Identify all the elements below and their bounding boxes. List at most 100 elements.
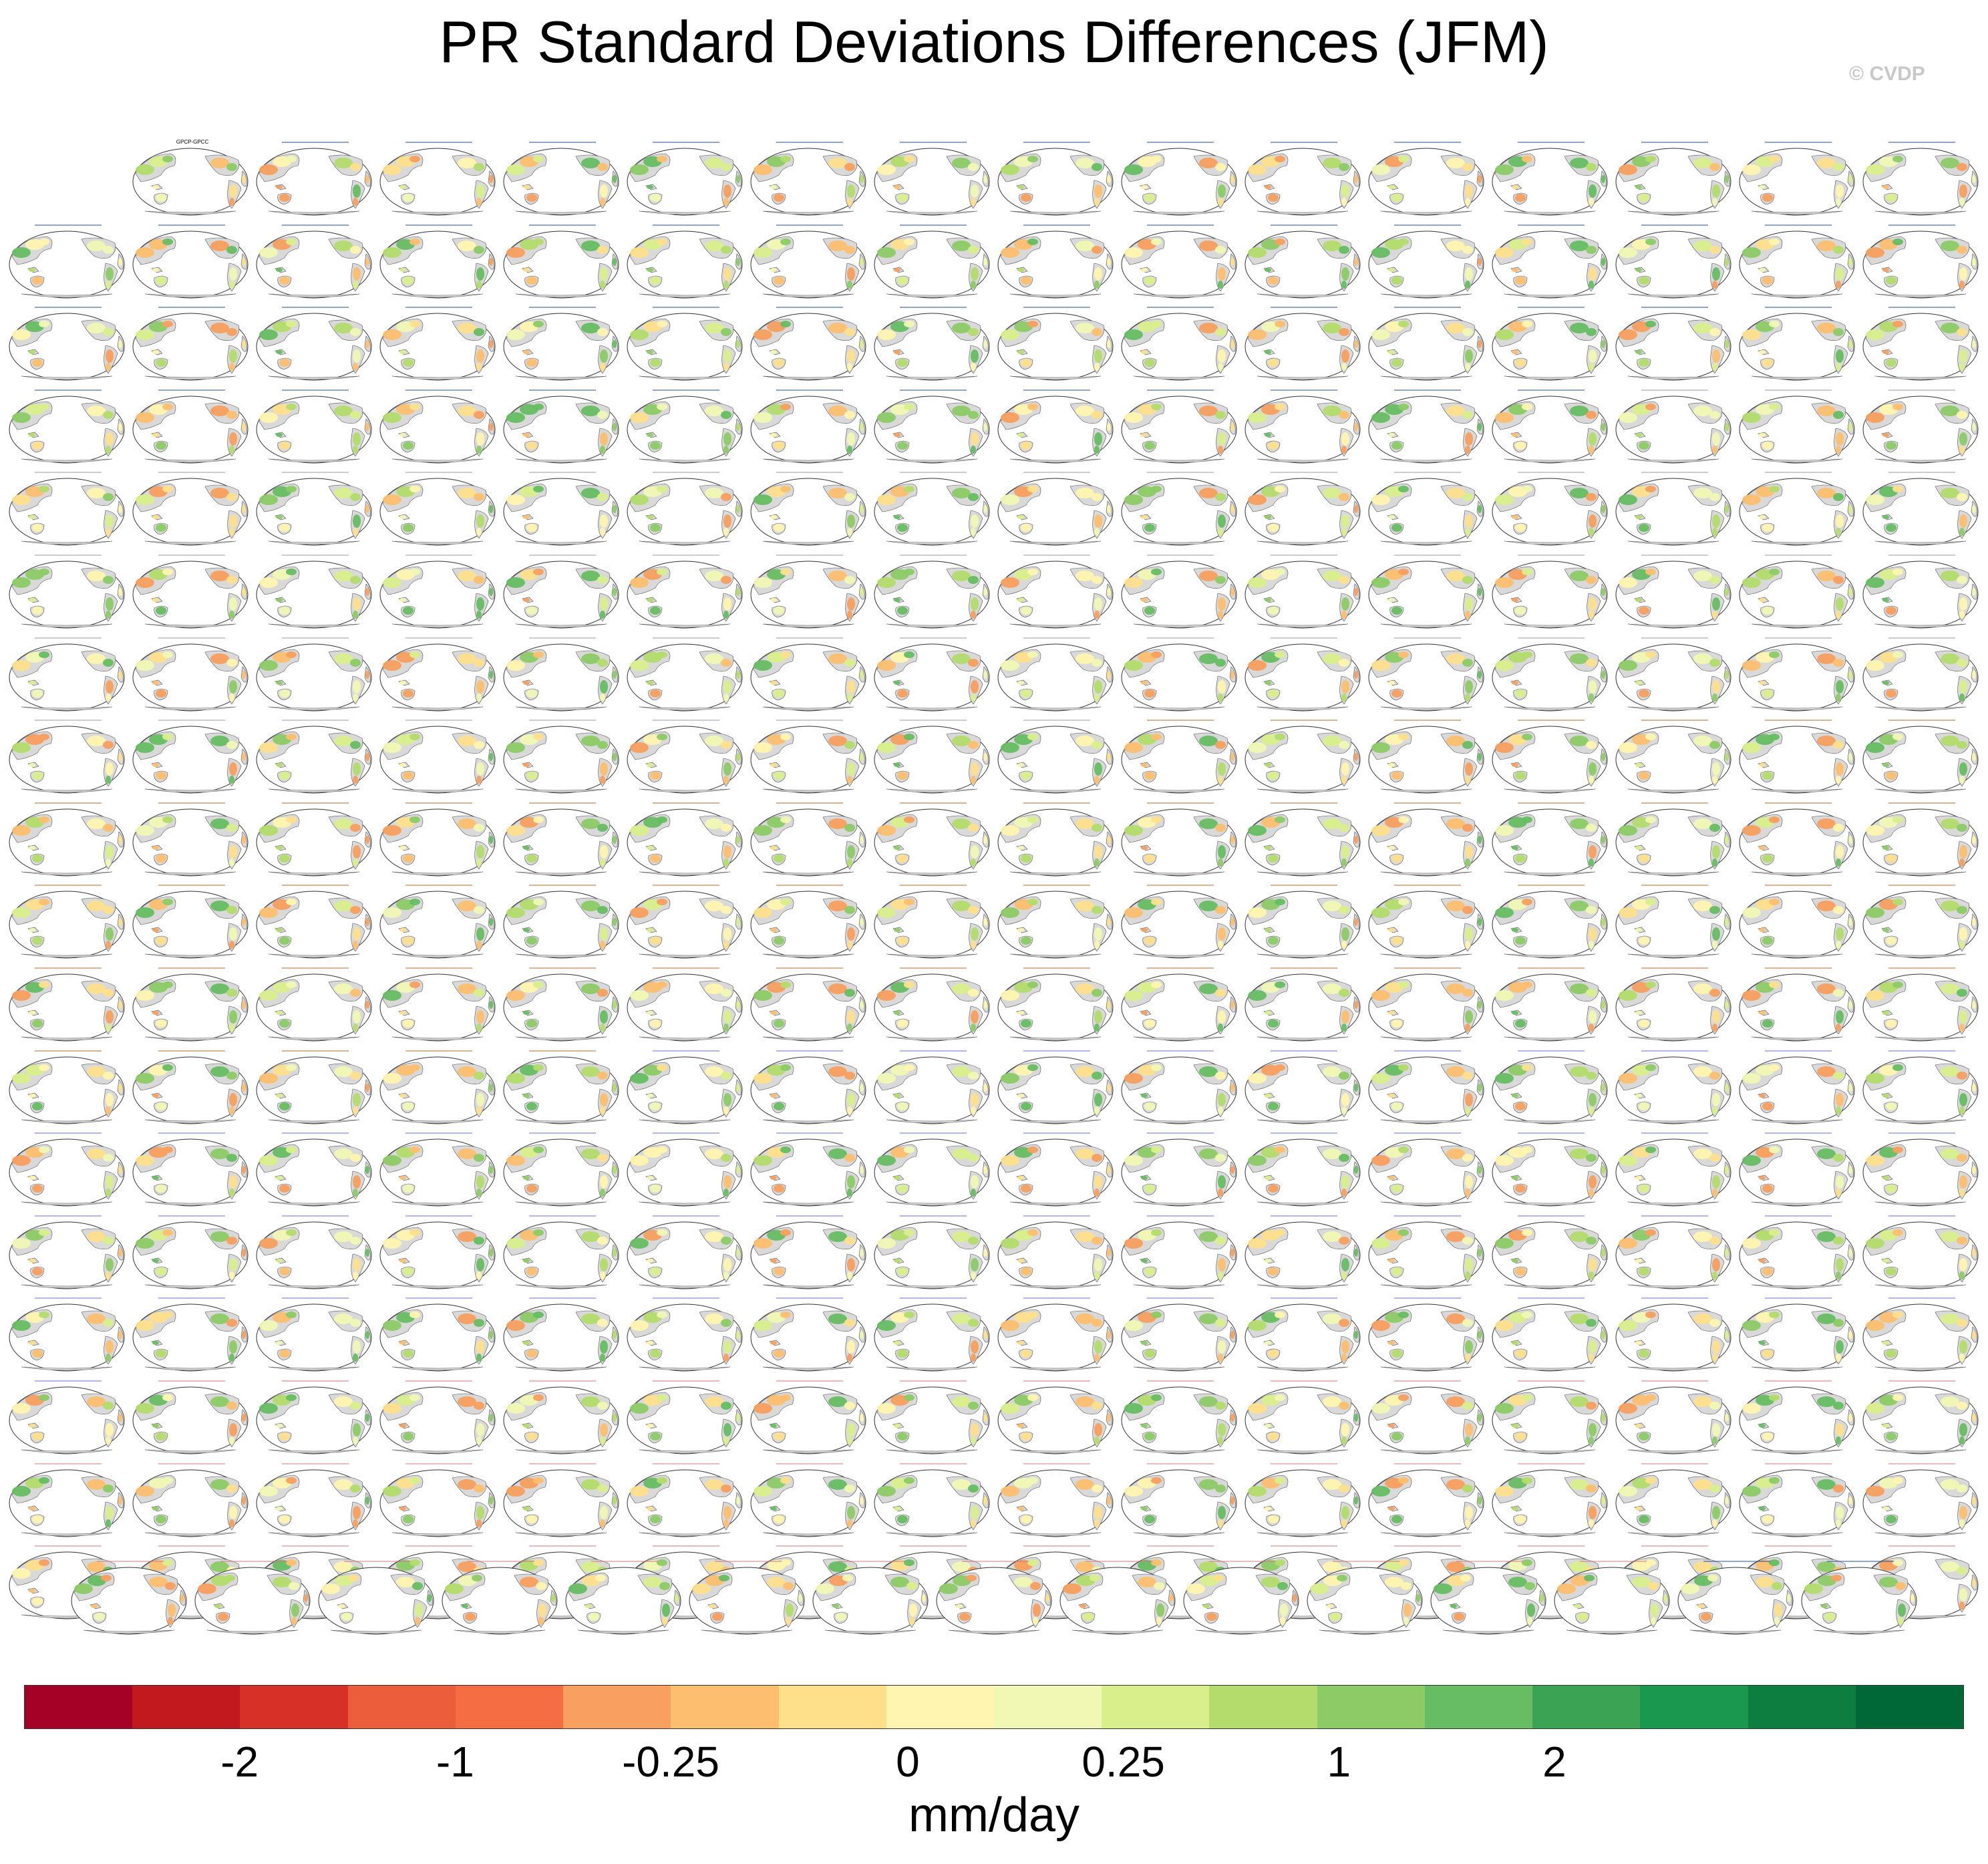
map-panel <box>873 385 995 468</box>
map-panel <box>1615 716 1736 798</box>
map-panel <box>750 385 871 468</box>
map-panel <box>626 220 748 303</box>
map-panel-label <box>1765 885 1832 886</box>
map-panel-label <box>1394 390 1461 391</box>
map-panel <box>750 138 871 220</box>
map-panel <box>750 1211 871 1293</box>
map-panel <box>1491 551 1613 633</box>
map-panel <box>8 468 130 550</box>
map-panel-label <box>1888 555 1955 556</box>
map-panel <box>379 963 500 1046</box>
map-panel-label <box>1641 967 1708 969</box>
map-panel <box>132 798 253 881</box>
map-panel <box>1862 303 1983 385</box>
map-panel <box>1120 551 1242 633</box>
map-panel <box>1862 138 1983 220</box>
map-panel <box>1491 1128 1613 1211</box>
map-panel <box>626 1376 748 1458</box>
colorbar-segment <box>347 1686 456 1728</box>
map-panel-label <box>529 885 596 886</box>
map-panel <box>1553 1557 1675 1639</box>
map-panel-label <box>1888 1545 1955 1547</box>
map-panel-label <box>776 1297 843 1299</box>
map-panel-label <box>1394 967 1461 969</box>
map-panel-label <box>405 555 472 556</box>
map-panel <box>997 1046 1118 1128</box>
map-panel-label <box>1765 1463 1832 1464</box>
map-panel-label <box>1394 720 1461 721</box>
map-panel-label <box>900 637 967 639</box>
map-panel-label <box>529 802 596 804</box>
map-panel-label <box>158 637 225 639</box>
colorbar-segment <box>671 1686 779 1728</box>
map-panel <box>750 468 871 550</box>
map-panel <box>1244 633 1365 716</box>
map-panel-label <box>1518 802 1585 804</box>
map-panel <box>379 716 500 798</box>
map-panel <box>997 385 1118 468</box>
map-panel-label <box>1641 224 1708 226</box>
map-panel <box>626 468 748 550</box>
map-panel-label <box>1518 1380 1585 1382</box>
map-panel <box>873 303 995 385</box>
map-panel-label <box>282 802 349 804</box>
map-panel-label <box>900 555 967 556</box>
map-panel <box>1244 1293 1365 1376</box>
colorbar-tick-label: 2 <box>1542 1738 1566 1786</box>
map-panel-label <box>529 142 596 143</box>
map-panel <box>873 1211 995 1293</box>
map-panel <box>317 1557 439 1639</box>
map-panel-label <box>1518 142 1585 143</box>
map-panel <box>812 1557 933 1639</box>
map-panel-label <box>468 1561 534 1562</box>
map-panel-label: GPCP-GPCC <box>176 139 209 145</box>
map-panel-label <box>1023 1545 1090 1547</box>
map-panel-label <box>529 1463 596 1464</box>
map-panel-label <box>776 472 843 473</box>
map-panel-label <box>35 802 102 804</box>
map-panel-label <box>1765 1297 1832 1299</box>
map-panel <box>1862 1211 1983 1293</box>
map-panel-label <box>1147 1050 1214 1052</box>
map-panel <box>8 633 130 716</box>
map-panel <box>1738 385 1860 468</box>
map-panel <box>997 716 1118 798</box>
map-panel-label <box>653 967 719 969</box>
map-panel <box>255 303 377 385</box>
map-panel-label <box>1147 142 1214 143</box>
map-panel <box>1120 1211 1242 1293</box>
map-panel-label <box>344 1561 411 1562</box>
map-panel <box>750 1128 871 1211</box>
map-panel-label <box>1765 1380 1832 1382</box>
map-panel-label <box>1518 720 1585 721</box>
map-panel-label <box>1023 1050 1090 1052</box>
map-panel <box>379 881 500 963</box>
map-panel <box>688 1557 810 1639</box>
map-panel <box>1120 1293 1242 1376</box>
map-panel <box>626 138 748 220</box>
map-panel <box>1491 1459 1613 1541</box>
map-panel-label <box>1147 472 1214 473</box>
map-panel <box>132 1376 253 1458</box>
map-panel-label <box>900 967 967 969</box>
map-panel <box>997 798 1118 881</box>
map-panel-label <box>1147 1215 1214 1217</box>
map-panel <box>502 881 624 963</box>
map-panel <box>1862 468 1983 550</box>
map-panel-label <box>1518 1132 1585 1134</box>
map-panel-label <box>1394 1380 1461 1382</box>
map-panel-label <box>900 142 967 143</box>
map-panel <box>1120 220 1242 303</box>
map-panel-label <box>1518 1050 1585 1052</box>
map-panel-label <box>1147 307 1214 308</box>
map-panel <box>1491 633 1613 716</box>
map-panel-label <box>653 142 719 143</box>
map-panel <box>8 1211 130 1293</box>
map-panel <box>626 1459 748 1541</box>
map-panel <box>1862 716 1983 798</box>
map-panel-label <box>35 1545 102 1547</box>
map-panel <box>502 468 624 550</box>
colorbar-tick-label: 0 <box>896 1738 920 1786</box>
map-panel-label <box>35 224 102 226</box>
map-panel <box>379 385 500 468</box>
